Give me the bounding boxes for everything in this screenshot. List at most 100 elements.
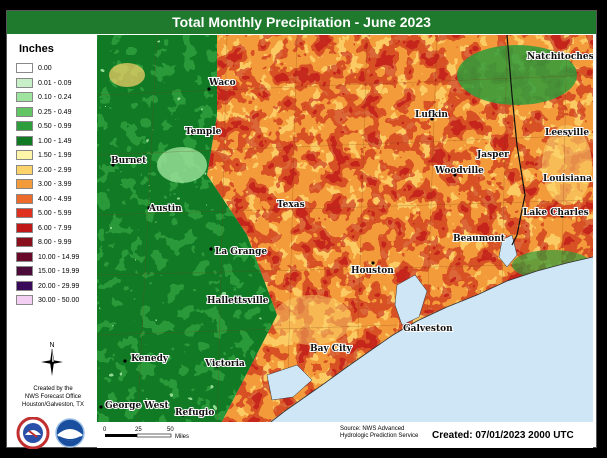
legend-item: 10.00 - 14.99 xyxy=(16,251,80,264)
legend-swatch xyxy=(16,63,33,74)
precipitation-map: Natchitoches Waco Lufkin Leesville Templ… xyxy=(97,35,593,431)
state-line xyxy=(506,35,526,246)
legend-item: 0.10 - 0.24 xyxy=(16,92,71,104)
city-kenedy: Kenedy xyxy=(123,353,170,365)
scale-tick-0: 0 xyxy=(103,427,107,433)
svg-text:Lake Charles: Lake Charles xyxy=(523,208,589,218)
svg-text:Refugio: Refugio xyxy=(175,408,214,418)
credit-line-3: Houston/Galveston, TX xyxy=(22,402,84,408)
svg-text:Waco: Waco xyxy=(208,78,236,88)
legend-label: 0.01 - 0.09 xyxy=(38,79,72,87)
legend-item: 0.25 - 0.49 xyxy=(16,106,72,119)
legend-item: 0.50 - 0.99 xyxy=(16,121,71,133)
state-label-louisiana: Louisiana xyxy=(542,173,593,185)
legend-swatch xyxy=(16,266,33,277)
city-lake-charles: Lake Charles xyxy=(522,207,590,219)
source-text: Source: NWS Advanced Hydrologic Predicti… xyxy=(340,426,418,440)
legend-label: 20.00 - 29.99 xyxy=(38,282,80,290)
legend-item: 4.00 - 4.99 xyxy=(16,193,72,206)
city-layer: Natchitoches Waco Lufkin Leesville Templ… xyxy=(99,51,593,419)
svg-text:Jasper: Jasper xyxy=(476,150,509,160)
city-la-grange: La Grange xyxy=(209,246,268,258)
logo-group xyxy=(16,417,85,449)
legend-label: 0.50 - 0.99 xyxy=(38,123,72,130)
legend-label: 10.00 - 14.99 xyxy=(38,253,80,261)
legend-item: 5.00 - 5.99 xyxy=(16,208,71,220)
city-burnet: Burnet xyxy=(110,155,148,167)
legend-label: 15.00 - 19.99 xyxy=(38,268,80,275)
noaa-logo-icon xyxy=(55,418,85,448)
galveston-bay xyxy=(394,274,428,326)
city-galveston: Galveston xyxy=(402,323,454,335)
credit-text: Created by the NWS Forecast Office Houst… xyxy=(12,385,94,409)
city-houston: Houston xyxy=(350,261,395,277)
svg-text:George West: George West xyxy=(105,401,169,411)
map-svg: Natchitoches Waco Lufkin Leesville Templ… xyxy=(97,35,593,431)
legend-item: 30.00 - 50.00 xyxy=(16,295,79,307)
legend-label: 0.00 xyxy=(38,65,52,72)
svg-text:Kenedy: Kenedy xyxy=(131,354,169,364)
city-natchitoches: Natchitoches xyxy=(526,51,593,63)
legend-label: 30.00 - 50.00 xyxy=(38,297,80,304)
city-waco: Waco xyxy=(207,77,237,91)
legend-item: 1.00 - 1.49 xyxy=(16,135,72,148)
map-frame: Total Monthly Precipitation - June 2023 … xyxy=(6,10,597,449)
legend-swatch xyxy=(16,77,33,88)
svg-text:Beaumont: Beaumont xyxy=(453,234,506,244)
city-woodville: Woodville xyxy=(433,165,485,177)
legend-item: 1.50 - 1.99 xyxy=(16,150,71,162)
svg-text:Temple: Temple xyxy=(185,127,222,137)
legend-item: 3.00 - 3.99 xyxy=(16,179,71,191)
legend-item: 0.00 xyxy=(16,63,52,75)
legend-label: 1.50 - 1.99 xyxy=(38,152,72,159)
svg-text:Austin: Austin xyxy=(148,204,182,214)
svg-text:Natchitoches: Natchitoches xyxy=(527,52,593,62)
city-bay-city: Bay City xyxy=(309,343,354,355)
svg-text:Bay City: Bay City xyxy=(310,344,353,354)
city-temple: Temple xyxy=(184,126,223,138)
svg-text:Houston: Houston xyxy=(351,266,394,276)
svg-text:Burnet: Burnet xyxy=(111,156,147,166)
legend-item: 2.00 - 2.99 xyxy=(16,164,71,177)
svg-text:Leesville: Leesville xyxy=(545,128,589,138)
matagorda-bay xyxy=(266,364,313,401)
legend-label: 3.00 - 3.99 xyxy=(38,181,72,188)
scale-unit: Miles xyxy=(175,434,189,440)
svg-text:Victoria: Victoria xyxy=(204,359,245,369)
city-lufkin: Lufkin xyxy=(414,109,449,121)
legend-swatch xyxy=(16,150,33,161)
svg-text:Louisiana: Louisiana xyxy=(543,174,592,184)
svg-text:Texas: Texas xyxy=(277,200,305,210)
legend-label: 0.10 - 0.24 xyxy=(38,94,72,101)
legend-title: Inches xyxy=(19,43,54,55)
legend-swatch xyxy=(16,106,33,117)
city-hallettsville: Hallettsville xyxy=(206,295,270,307)
legend: Inches 0.00 0.01 - 0.09 0.10 - 0.24 0.25 - … xyxy=(9,35,95,449)
created-timestamp: Created: 07/01/2023 2000 UTC xyxy=(432,430,574,441)
credit-line-2: NWS Forecast Office xyxy=(24,394,82,400)
state-label-texas: Texas xyxy=(276,199,306,211)
legend-swatch xyxy=(16,295,33,306)
nws-logo-icon xyxy=(16,417,50,449)
legend-swatch xyxy=(16,237,33,248)
legend-swatch xyxy=(16,135,33,146)
city-george-west: George West xyxy=(99,400,170,412)
legend-item: 8.00 - 9.99 xyxy=(16,237,71,249)
legend-label: 1.00 - 1.49 xyxy=(38,137,72,145)
source-line-1: Source: NWS Advanced xyxy=(340,426,405,432)
svg-text:Woodville: Woodville xyxy=(434,166,484,176)
city-refugio: Refugio xyxy=(174,407,215,419)
svg-text:Lufkin: Lufkin xyxy=(415,110,448,120)
legend-item: 0.01 - 0.09 xyxy=(16,77,72,90)
credit-line-1: Created by the xyxy=(33,386,73,392)
legend-swatch xyxy=(16,222,33,233)
legend-label: 4.00 - 4.99 xyxy=(38,195,72,203)
legend-label: 0.25 - 0.49 xyxy=(38,108,72,116)
legend-swatch xyxy=(16,121,33,132)
source-line-2: Hydrologic Prediction Service xyxy=(340,433,419,439)
legend-label: 5.00 - 5.99 xyxy=(38,210,72,217)
north-label: N xyxy=(49,342,54,349)
city-austin: Austin xyxy=(147,203,183,215)
scale-bar: 0 25 50 Miles xyxy=(103,427,189,440)
legend-item: 20.00 - 29.99 xyxy=(16,280,80,293)
